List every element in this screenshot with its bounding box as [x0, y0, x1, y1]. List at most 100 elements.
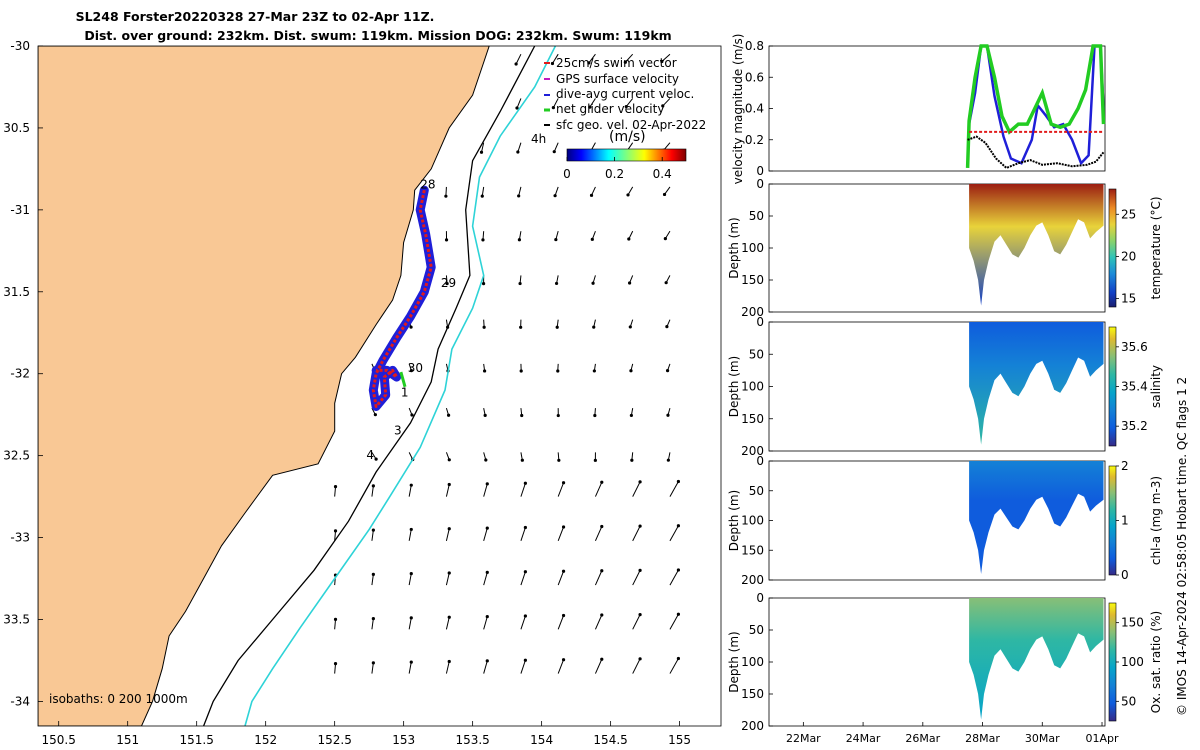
time-tick-label: 28Mar — [965, 732, 1000, 745]
velocity-vector — [557, 526, 565, 542]
velocity-vector-head — [561, 569, 566, 573]
velocity-vector-head — [661, 104, 665, 108]
map-y-tick-label: -31 — [10, 203, 30, 217]
velocity-vector — [662, 98, 671, 107]
velocity-vector — [632, 658, 641, 674]
section-y-tick-label: 100 — [741, 655, 764, 669]
section-y-tick-label: 200 — [741, 305, 764, 319]
velocity-vector-head — [665, 368, 670, 373]
velocity-vector — [408, 617, 412, 630]
velocity-vector — [520, 483, 526, 497]
velocity-vector-head — [523, 658, 527, 662]
map-x-tick-label: 152.5 — [317, 733, 351, 747]
velocity-vector — [594, 570, 603, 586]
velocity-vector — [632, 614, 641, 630]
velocity-vector — [483, 660, 488, 674]
velocity-vector — [445, 484, 450, 497]
velocity-vector — [520, 571, 526, 586]
section-colorbar — [1108, 465, 1117, 576]
velocity-vector-head — [483, 369, 487, 373]
velocity-vector — [625, 98, 634, 107]
time-tick-label: 22Mar — [786, 732, 821, 745]
velocity-vector-head — [629, 413, 633, 418]
velocity-vector — [371, 530, 374, 541]
velocity-vector-head — [523, 525, 527, 530]
velocity-vector-head — [554, 237, 558, 242]
section-panel-salinity: 0 50 100 150 200 Depth (m) 35.2 35.4 35.6salinit… — [727, 315, 1163, 458]
velocity-vector-head — [638, 480, 642, 484]
land-area — [38, 46, 490, 726]
speed-colorbar — [566, 148, 687, 162]
velocity-vector-head — [561, 613, 566, 618]
velocity-vector-head — [518, 281, 522, 286]
section-panel-chl-a: 0 50 100 150 200 Depth (m) 0 1 2 chl-a (mg m-3) — [727, 454, 1163, 587]
velocity-vector-head — [482, 325, 486, 329]
velocity-vector — [594, 482, 603, 497]
velocity-vector-head — [666, 458, 670, 462]
velocity-vector — [334, 486, 337, 497]
velocity-vector-head — [410, 413, 414, 417]
velocity-vector — [408, 573, 412, 586]
colorbar-tick-label: 0.4 — [653, 167, 672, 181]
isobath-label: isobaths: 0 200 1000m — [49, 692, 188, 706]
section-colorbar-tick-label: 35.2 — [1121, 419, 1148, 433]
velocity-vector-head — [590, 237, 594, 241]
velocity-y-tick-label: 0.6 — [745, 70, 764, 84]
velocity-vector — [371, 618, 374, 630]
velocity-vector — [589, 98, 596, 108]
velocity-vector — [588, 53, 596, 64]
section-colorbar-label: Ox. sat. ratio (%) — [1149, 611, 1163, 713]
velocity-vector — [557, 482, 565, 497]
time-axis-ticks: 22Mar 24Mar 26Mar 28Mar 30Mar 01Apr — [786, 722, 1119, 745]
time-tick-label: 24Mar — [846, 732, 881, 745]
velocity-vector-head — [409, 369, 414, 373]
day-label: 1 — [401, 386, 409, 400]
map-x-tick-label: 155 — [668, 733, 691, 747]
section-y-tick-label: 50 — [749, 209, 764, 223]
section-colorbar-tick-label: 150 — [1121, 616, 1144, 630]
velocity-vector-head — [481, 281, 486, 286]
map-y-tick-label: -34 — [10, 694, 30, 708]
velocity-vector-head — [447, 458, 451, 462]
velocity-vector-head — [593, 413, 597, 418]
section-y-tick-label: 200 — [741, 444, 764, 458]
velocity-y-tick-label: 0.4 — [745, 102, 764, 116]
velocity-vector — [669, 658, 679, 674]
section-colorbar-tick-label: 15 — [1121, 292, 1136, 306]
velocity-vector-head — [333, 529, 338, 533]
section-colorbar-tick-label: 0 — [1121, 568, 1129, 582]
velocity-vector-head — [409, 616, 413, 620]
section-y-tick-label: 0 — [756, 315, 764, 329]
velocity-y-label: velocity magnitude (m/s) — [731, 34, 745, 185]
velocity-vector-head — [371, 661, 375, 665]
velocity-vector-head — [662, 192, 667, 197]
velocity-vector-head — [600, 657, 604, 661]
velocity-vector — [408, 485, 412, 497]
velocity-vector-head — [623, 60, 627, 64]
legend-label-dive-avg: dive-avg current veloc. — [556, 87, 694, 101]
velocity-vector-head — [523, 481, 527, 485]
velocity-vector-head — [373, 413, 377, 417]
velocity-vector — [594, 614, 603, 630]
velocity-vector-head — [638, 612, 642, 617]
velocity-vector-head — [629, 369, 633, 373]
velocity-series-line — [967, 135, 1105, 170]
map-x-tick-label: 153 — [392, 733, 415, 747]
map-y-tick-label: 31.5 — [3, 285, 30, 299]
day-label: 3 — [394, 423, 402, 437]
velocity-vector — [483, 572, 488, 586]
map-panel: 150.5 151 151.5 152 152.5 153 153.5 154 154.5 155… — [3, 39, 722, 747]
legend-label-swim-vector: 25cm/s swim vector — [556, 56, 677, 70]
velocity-vector-head — [371, 572, 375, 576]
velocity-vector-head — [561, 525, 566, 529]
velocity-vector-head — [556, 413, 560, 418]
velocity-vector — [515, 53, 522, 65]
section-colorbar-label: salinity — [1149, 365, 1163, 408]
velocity-vector-head — [600, 569, 604, 573]
velocity-vector-head — [446, 413, 451, 417]
velocity-vector-head — [485, 659, 489, 663]
velocity-vector — [553, 142, 559, 152]
map-legend: 25cm/s swim vector GPS surface velocity … — [531, 56, 706, 181]
velocity-vector-head — [333, 485, 338, 489]
